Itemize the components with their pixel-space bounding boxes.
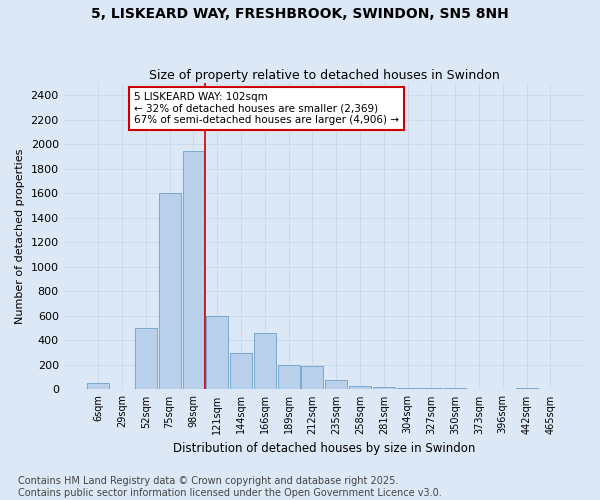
Bar (135, 328, 157, 390)
Bar (373, 387, 395, 390)
Bar (159, 194, 181, 390)
Bar (301, 366, 323, 390)
X-axis label: Distribution of detached houses by size in Swindon: Distribution of detached houses by size … (173, 442, 476, 455)
Bar (278, 365, 299, 390)
Title: Size of property relative to detached houses in Swindon: Size of property relative to detached ho… (149, 69, 500, 82)
Text: 5 LISKEARD WAY: 102sqm
← 32% of detached houses are smaller (2,369)
67% of semi-: 5 LISKEARD WAY: 102sqm ← 32% of detached… (134, 92, 399, 125)
Bar (349, 386, 371, 390)
Bar (515, 388, 538, 390)
Bar (88, 382, 109, 390)
Bar (539, 389, 562, 390)
Text: Contains HM Land Registry data © Crown copyright and database right 2025.
Contai: Contains HM Land Registry data © Crown c… (18, 476, 442, 498)
Bar (182, 150, 205, 390)
Text: 5, LISKEARD WAY, FRESHBROOK, SWINDON, SN5 8NH: 5, LISKEARD WAY, FRESHBROOK, SWINDON, SN… (91, 8, 509, 22)
Bar (230, 352, 252, 390)
Bar (444, 388, 466, 390)
Bar (397, 388, 419, 390)
Bar (325, 380, 347, 390)
Bar (421, 388, 442, 390)
Y-axis label: Number of detached properties: Number of detached properties (15, 148, 25, 324)
Bar (206, 316, 228, 390)
Bar (254, 333, 276, 390)
Bar (468, 389, 490, 390)
